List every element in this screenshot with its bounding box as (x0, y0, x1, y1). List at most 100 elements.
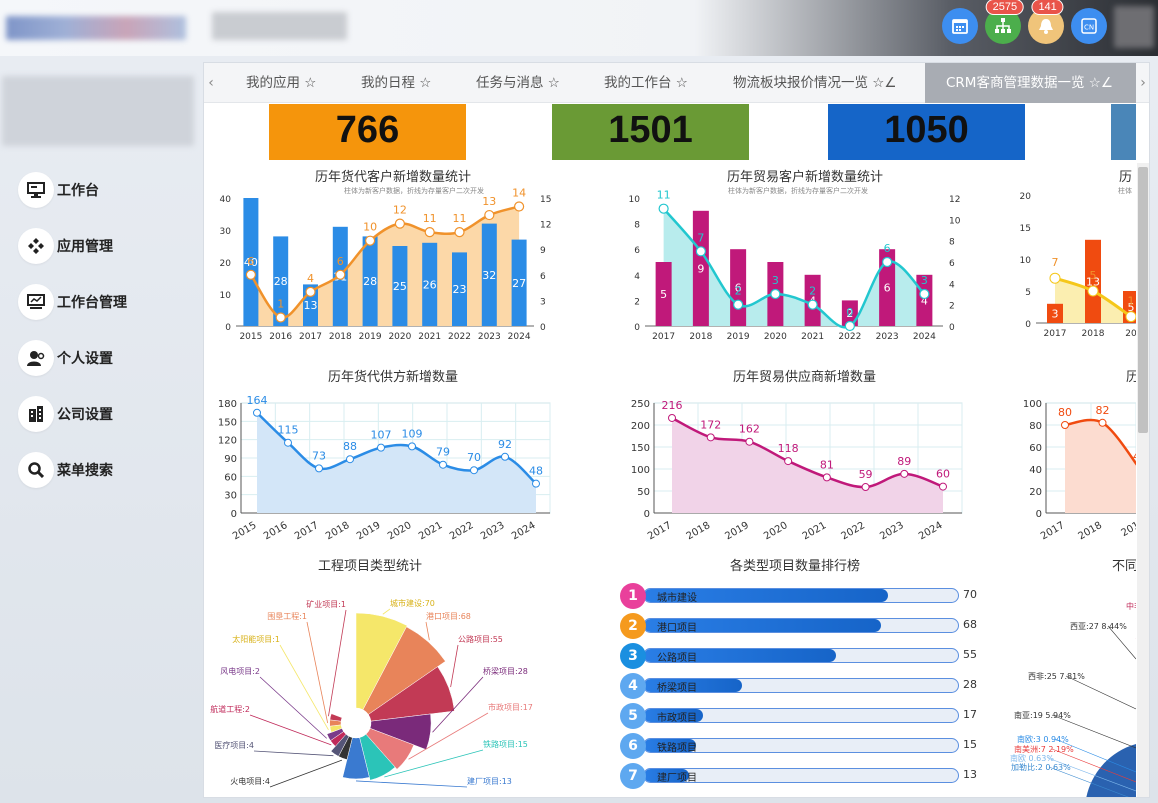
x-tick-label: 201 (1119, 520, 1136, 539)
y-tick-label: 0 (1025, 320, 1031, 330)
line-point (807, 299, 818, 310)
tab-scroll-right-icon[interactable]: › (1140, 75, 1146, 91)
pie-leader-line (355, 780, 468, 788)
tab-tasks-messages[interactable]: 任务与消息 ☆ (476, 75, 560, 91)
line-value-label: 89 (897, 455, 911, 468)
ranking-row: 7 建厂项目 13 (620, 763, 1000, 789)
x-tick-label: 2023 (876, 332, 899, 342)
line-value-label: 80 (1058, 406, 1072, 419)
pie-slice-label: 南欧 0.63% (1010, 753, 1054, 763)
bar-value-label: 28 (363, 275, 377, 288)
x-tick-label: 20 (1125, 329, 1136, 339)
pie-slice (1086, 744, 1136, 797)
tab-logistics-quotes[interactable]: 物流板块报价情况一览 ☆∠ (733, 75, 897, 91)
rank-bar-track (643, 588, 959, 603)
pie-center-hole (341, 708, 371, 738)
x-tick-label: 2023 (479, 520, 507, 542)
line-value-label: 10 (363, 221, 377, 234)
line-value-label: 3 (921, 274, 928, 287)
bar (511, 239, 527, 326)
line-value-label: 11 (657, 189, 671, 202)
sidebar-item-workbench-management[interactable]: 工作台管理 (18, 284, 127, 320)
pie-slice-label: 建厂项目:13 (467, 776, 512, 786)
x-tick-label: 2016 (269, 332, 292, 342)
bar-value-label: 6 (884, 282, 891, 295)
sidebar-item-company-settings[interactable]: 公司设置 (18, 396, 113, 432)
rank-value: 17 (963, 708, 977, 721)
org-chart-icon[interactable]: 2575 (985, 0, 1025, 44)
bar (452, 252, 467, 326)
pie-slice-label: 医疗项目:4 (214, 740, 254, 750)
tab-my-schedule[interactable]: 我的日程 ☆ (361, 75, 432, 91)
pie-leader-line (279, 644, 329, 730)
bell-icon[interactable]: 141 (1028, 0, 1064, 44)
x-tick-label: 2023 (478, 332, 501, 342)
pie-leader-line (1065, 675, 1136, 710)
sidebar-item-personal-settings[interactable]: 个人设置 (18, 340, 113, 376)
pie-slice-label: 中非 (1126, 601, 1136, 611)
line-value-label: 7 (1052, 256, 1059, 269)
rank-label: 港口项目 (657, 623, 697, 634)
sidebar-item-menu-search[interactable]: 菜单搜索 (18, 452, 113, 488)
tab-scroll-left-icon[interactable]: ‹ (208, 75, 214, 91)
sidebar-item-workbench[interactable]: 工作台 (18, 172, 99, 208)
notification-badge: 2575 (985, 0, 1025, 15)
line-value-label: 81 (820, 458, 834, 471)
tab-my-apps[interactable]: 我的应用 ☆ (246, 75, 317, 91)
rank-bar-fill (644, 709, 704, 722)
rank-bar-fill (644, 739, 697, 752)
scrollbar-thumb[interactable] (1138, 167, 1148, 433)
bar-value-label: 25 (393, 280, 407, 293)
tab-crm-data[interactable]: CRM客商管理数据一览 ☆∠ (925, 63, 1136, 103)
tab-my-workbench[interactable]: 我的工作台 ☆ (604, 75, 688, 91)
line-point (439, 460, 447, 469)
x-tick-label: 2023 (878, 520, 906, 542)
ranking-row: 1 城市建设 70 (620, 583, 1000, 609)
pie-slice-label: 铁路项目:15 (483, 739, 528, 749)
sidebar-item-label: 工作台 (57, 183, 99, 199)
line-value-label: 107 (371, 429, 392, 442)
x-tick-label: 2018 (689, 332, 712, 342)
y2-tick-label: 2 (949, 302, 955, 312)
x-tick-label: 2024 (508, 332, 531, 342)
bar (655, 262, 672, 326)
line-value-label: 73 (312, 449, 326, 462)
vertical-scrollbar[interactable] (1137, 163, 1149, 797)
line-point (394, 218, 405, 229)
y2-tick-label: 9 (540, 246, 546, 256)
line-point (408, 442, 416, 451)
y-tick-label: 90 (224, 454, 237, 465)
building-icon (18, 396, 54, 432)
y2-tick-label: 0 (949, 323, 955, 333)
y-tick-label: 20 (220, 259, 232, 269)
line-value-label: 82 (1096, 404, 1110, 417)
x-tick-label: 2022 (448, 332, 471, 342)
series-line (662, 207, 926, 329)
y2-tick-label: 12 (949, 195, 960, 205)
line-value-label: 2 (809, 285, 816, 298)
y-tick-label: 80 (1029, 421, 1042, 432)
line-point (939, 482, 947, 491)
blurred-avatar[interactable] (1114, 6, 1154, 48)
user-settings-icon (18, 340, 54, 376)
ranking-row: 3 公路项目 55 (620, 643, 1000, 669)
y-tick-label: 0 (634, 323, 640, 333)
sidebar-item-app-management[interactable]: 应用管理 (18, 228, 113, 264)
y-tick-label: 20 (1020, 192, 1032, 202)
x-tick-label: 2018 (324, 520, 352, 542)
x-tick-label: 2015 (239, 332, 262, 342)
series-area (672, 417, 943, 513)
pie-slice-label: 西亚:27 8.44% (1070, 622, 1127, 631)
x-tick-label: 2016 (262, 520, 290, 542)
pie-slice-label: 太阳能项目:1 (232, 634, 280, 644)
chart-title: 各类型项目数量排行榜 (730, 559, 861, 574)
cn-language-icon[interactable]: CN (1071, 8, 1107, 44)
blurred-title (212, 12, 347, 40)
charts-canvas: 4030201001512963040201528201613201731201… (210, 187, 1136, 797)
calendar-icon[interactable] (942, 8, 978, 44)
x-tick-label: 2020 (386, 520, 414, 542)
y-tick-label: 6 (634, 246, 640, 256)
rank-bar-fill (644, 619, 882, 632)
line-point (284, 438, 292, 447)
series-line (256, 411, 537, 485)
